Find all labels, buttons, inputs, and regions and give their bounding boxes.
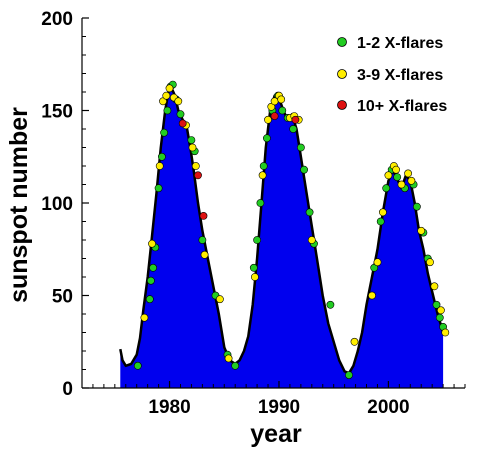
flare-marker-one-to-two (231, 361, 240, 370)
flare-marker-three-to-nine (224, 354, 233, 363)
flare-marker-three-to-nine (441, 328, 450, 337)
y-tick-label: 150 (41, 102, 73, 123)
flare-marker-three-to-nine (148, 239, 156, 248)
flare-marker-three-to-nine (350, 337, 359, 346)
x-tick-label: 1980 (148, 397, 190, 418)
flare-marker-one-to-two (326, 300, 335, 309)
flare-marker-one-to-two (412, 202, 421, 211)
flare-marker-three-to-nine (397, 180, 406, 189)
flare-marker-ten-plus (270, 112, 279, 120)
flare-marker-three-to-nine (162, 91, 171, 100)
flare-marker-three-to-nine (250, 273, 259, 281)
flare-marker-one-to-two (198, 236, 207, 244)
flare-marker-three-to-nine (191, 162, 200, 170)
flare-marker-three-to-nine (307, 236, 316, 244)
flare-marker-three-to-nine (417, 226, 426, 235)
legend: 1-2 X-flares 3-9 X-flares 10+ X-flares (337, 35, 447, 115)
flare-marker-three-to-nine (277, 95, 286, 104)
legend-marker-10-plus (337, 100, 347, 110)
sunspot-area-layer (119, 87, 445, 389)
legend-label-3-9: 3-9 X-flares (357, 67, 443, 84)
flare-marker-one-to-two (278, 106, 287, 115)
x-tick-label: 2000 (367, 397, 409, 418)
flare-marker-one-to-two (289, 125, 298, 133)
flare-marker-one-to-two (187, 136, 196, 144)
flare-marker-one-to-two (305, 208, 314, 217)
flare-marker-ten-plus (194, 171, 202, 180)
y-tick-label: 100 (41, 194, 73, 215)
flare-marker-three-to-nine (264, 115, 272, 124)
legend-marker-1-2 (337, 37, 347, 47)
flare-marker-three-to-nine (215, 295, 224, 304)
flare-marker-one-to-two (154, 184, 163, 193)
flare-marker-ten-plus (178, 119, 187, 128)
flare-marker-one-to-two (176, 110, 185, 119)
x-tick-label: 1990 (258, 397, 300, 418)
flare-marker-one-to-two (435, 313, 444, 322)
flare-markers-layer (133, 80, 450, 379)
legend-marker-3-9 (337, 69, 347, 79)
flare-marker-one-to-two (296, 143, 305, 152)
flare-marker-one-to-two (157, 152, 166, 161)
y-axis-title: sunspot number (5, 107, 33, 303)
flare-marker-one-to-two (146, 276, 155, 285)
x-axis-title: year (250, 420, 302, 448)
flare-marker-one-to-two (145, 295, 154, 304)
legend-label-10-plus: 10+ X-flares (357, 98, 447, 115)
flare-marker-three-to-nine (165, 84, 174, 93)
flare-marker-three-to-nine (200, 250, 209, 259)
sunspot-area (120, 88, 444, 389)
flare-marker-one-to-two (256, 199, 265, 207)
flare-marker-one-to-two (149, 263, 157, 272)
flare-marker-three-to-nine (436, 306, 445, 315)
flare-marker-three-to-nine (404, 169, 412, 178)
flare-marker-one-to-two (259, 162, 268, 170)
flare-marker-one-to-two (262, 134, 271, 143)
flare-marker-one-to-two (345, 371, 353, 379)
flare-marker-three-to-nine (140, 313, 149, 322)
flare-marker-three-to-nine (407, 176, 416, 185)
flare-marker-three-to-nine (426, 258, 434, 267)
y-tick-label: 0 (62, 379, 73, 400)
flare-marker-three-to-nine (188, 143, 197, 152)
flare-marker-one-to-two (393, 173, 402, 181)
y-tick-label: 50 (52, 287, 73, 308)
flare-marker-three-to-nine (378, 208, 387, 217)
flare-marker-one-to-two (382, 184, 391, 193)
flare-marker-one-to-two (376, 217, 385, 226)
flare-marker-one-to-two (432, 300, 441, 309)
flare-marker-three-to-nine (430, 282, 439, 291)
flare-marker-one-to-two (249, 263, 258, 272)
axes: 0 50 100 150 200 1980 1990 2000 (41, 9, 466, 418)
flare-marker-three-to-nine (373, 258, 382, 267)
flare-marker-three-to-nine (174, 97, 183, 106)
flare-marker-one-to-two (163, 106, 172, 115)
flare-marker-three-to-nine (258, 171, 267, 180)
flare-marker-ten-plus (199, 211, 208, 220)
legend-label-1-2: 1-2 X-flares (357, 35, 443, 52)
flare-marker-three-to-nine (384, 171, 393, 180)
flare-marker-one-to-two (160, 128, 168, 137)
flare-marker-one-to-two (253, 236, 261, 244)
flare-marker-one-to-two (133, 361, 142, 370)
flare-marker-three-to-nine (155, 162, 164, 170)
flare-marker-one-to-two (300, 165, 308, 174)
y-tick-label: 200 (41, 9, 73, 30)
flare-marker-three-to-nine (392, 165, 400, 174)
flare-marker-ten-plus (291, 115, 300, 124)
flare-marker-three-to-nine (368, 291, 376, 300)
